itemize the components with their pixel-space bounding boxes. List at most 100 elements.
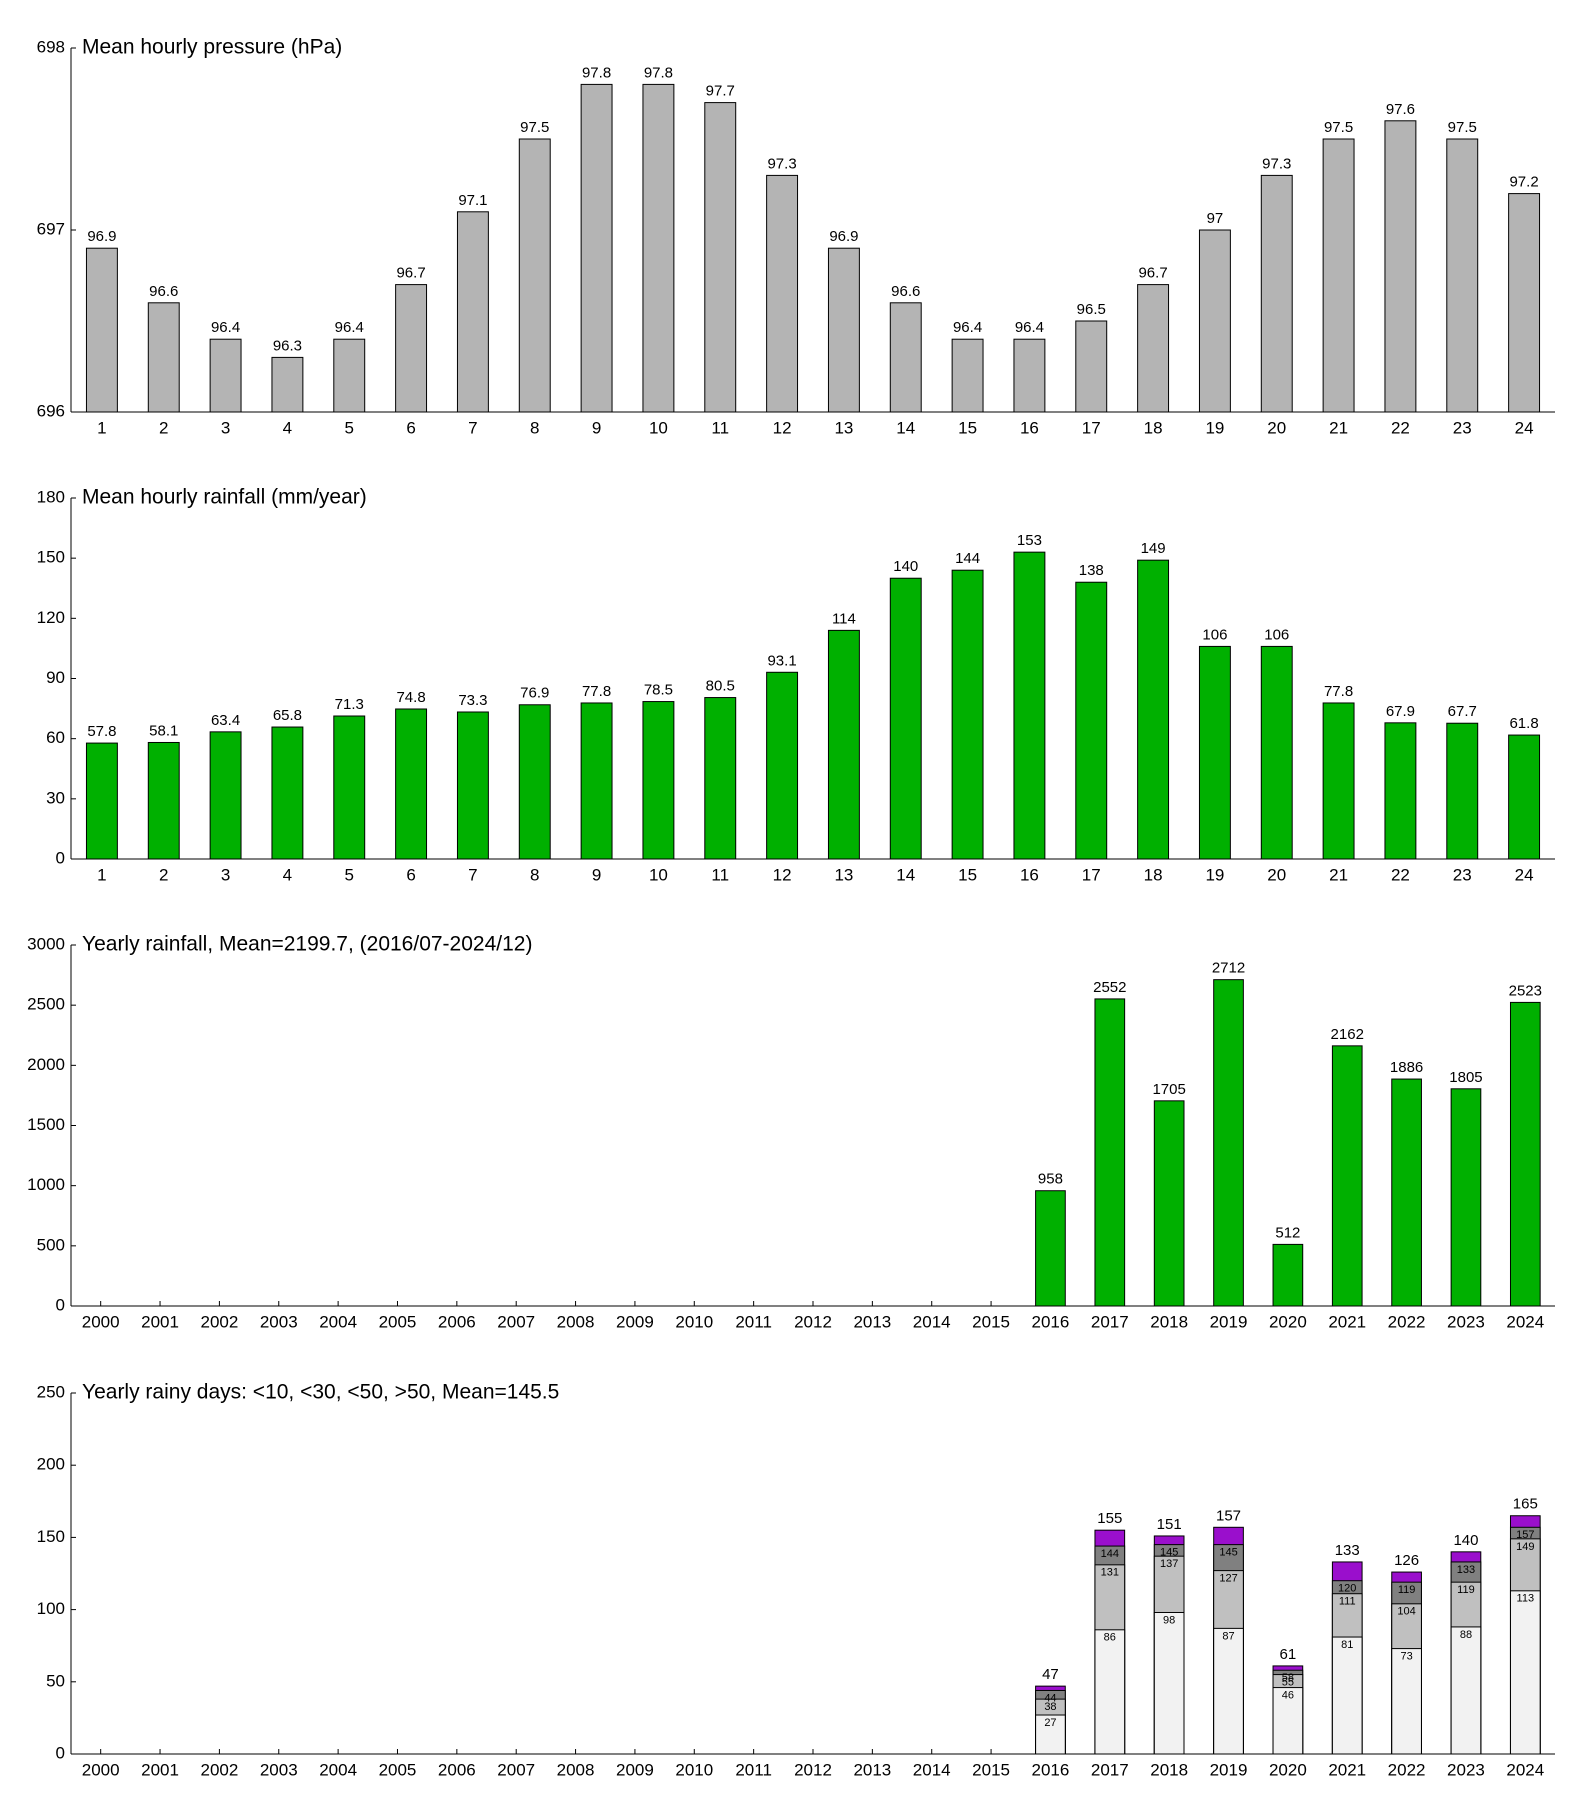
bar [1450, 1088, 1482, 1307]
value-label: 165 [1513, 1496, 1538, 1513]
x-tick-label: 2022 [1388, 1312, 1426, 1331]
x-tick-label: 16 [1020, 418, 1039, 437]
value-label: 97.3 [767, 155, 796, 172]
y-tick-label: 0 [56, 848, 65, 867]
y-tick-label: 500 [37, 1235, 65, 1254]
value-label: 114 [832, 610, 856, 627]
x-tick-label: 2010 [675, 1760, 713, 1779]
bar [1213, 979, 1244, 1307]
bar [1137, 559, 1170, 860]
value-label: 119 [1398, 1584, 1416, 1596]
bar-segment [1153, 1611, 1185, 1755]
bar [1446, 722, 1479, 860]
bar [580, 702, 613, 860]
x-tick-label: 2023 [1447, 1312, 1485, 1331]
bar [766, 174, 799, 413]
value-label: 96.7 [1138, 265, 1167, 282]
value-label: 73 [1400, 1650, 1412, 1662]
bar [1331, 1045, 1363, 1307]
bar-segment [1331, 1636, 1363, 1755]
bar [827, 629, 860, 860]
bar-segment [1450, 1626, 1482, 1755]
value-label: 97.5 [520, 119, 549, 136]
x-tick-label: 5 [345, 418, 354, 437]
x-tick-label: 2016 [1032, 1312, 1070, 1331]
value-label: 106 [1202, 626, 1227, 643]
value-label: 97.8 [582, 64, 611, 81]
x-tick-label: 10 [649, 418, 668, 437]
bar [1198, 229, 1231, 413]
value-label: 151 [1157, 1516, 1182, 1533]
bar [1198, 645, 1231, 860]
bar [1260, 174, 1293, 413]
value-label: 77.8 [582, 683, 611, 700]
bar [333, 338, 366, 413]
value-label: 106 [1264, 626, 1289, 643]
bar [518, 138, 551, 413]
x-tick-label: 2013 [853, 1760, 891, 1779]
x-tick-label: 2001 [141, 1760, 179, 1779]
x-tick-label: 2008 [557, 1312, 595, 1331]
x-tick-label: 2023 [1447, 1760, 1485, 1779]
x-tick-label: 4 [283, 865, 292, 884]
value-label: 113 [1517, 1593, 1535, 1605]
x-tick-label: 2024 [1506, 1312, 1544, 1331]
x-tick-label: 19 [1205, 865, 1224, 884]
bar [827, 247, 860, 413]
value-label: 27 [1044, 1717, 1056, 1729]
value-label: 2712 [1212, 960, 1245, 977]
x-tick-label: 2004 [319, 1760, 357, 1779]
value-label: 2523 [1509, 982, 1542, 999]
bar [1075, 581, 1108, 860]
x-tick-label: 8 [530, 418, 539, 437]
bar-segment [1035, 1714, 1066, 1755]
value-label: 61 [1280, 1646, 1297, 1663]
value-label: 153 [1017, 532, 1042, 549]
bar [1013, 338, 1046, 413]
value-label: 97.5 [1448, 119, 1477, 136]
bar [951, 338, 984, 413]
value-label: 67.9 [1386, 703, 1415, 720]
x-tick-label: 18 [1144, 418, 1163, 437]
value-label: 104 [1397, 1606, 1415, 1618]
x-tick-label: 18 [1144, 865, 1163, 884]
y-tick-label: 0 [56, 1743, 65, 1762]
x-tick-label: 9 [592, 418, 601, 437]
x-tick-label: 2019 [1210, 1760, 1248, 1779]
x-tick-label: 2011 [735, 1760, 772, 1779]
value-label: 96.6 [891, 283, 920, 300]
bar-segment [1094, 1629, 1126, 1755]
bar [1153, 1100, 1185, 1307]
x-tick-label: 2008 [557, 1760, 595, 1779]
x-tick-label: 12 [773, 418, 792, 437]
value-label: 133 [1335, 1542, 1360, 1559]
value-label: 1705 [1152, 1081, 1185, 1098]
x-tick-label: 12 [773, 865, 792, 884]
x-tick-label: 2002 [200, 1312, 238, 1331]
x-tick-label: 2000 [82, 1760, 120, 1779]
x-tick-label: 2005 [379, 1760, 417, 1779]
value-label: 74.8 [396, 689, 425, 706]
bar [1075, 320, 1108, 413]
x-tick-label: 2021 [1328, 1760, 1366, 1779]
value-label: 2552 [1093, 979, 1126, 996]
value-label: 97.3 [1262, 155, 1291, 172]
value-label: 958 [1038, 1171, 1063, 1188]
bar-segment [1509, 1590, 1541, 1755]
x-tick-label: 20 [1267, 418, 1286, 437]
bar [704, 102, 737, 413]
value-label: 81 [1341, 1639, 1353, 1651]
value-label: 93.1 [767, 652, 796, 669]
x-tick-label: 2005 [379, 1312, 417, 1331]
x-tick-label: 17 [1082, 418, 1101, 437]
y-tick-label: 150 [37, 1527, 65, 1546]
x-tick-label: 11 [711, 418, 729, 437]
x-tick-label: 2001 [141, 1312, 179, 1331]
y-tick-label: 200 [37, 1455, 65, 1474]
x-tick-label: 2002 [200, 1760, 238, 1779]
x-tick-label: 2012 [794, 1312, 832, 1331]
x-tick-label: 2018 [1150, 1312, 1188, 1331]
value-label: 131 [1101, 1567, 1119, 1579]
y-tick-label: 2500 [27, 995, 65, 1014]
bar [1508, 193, 1541, 413]
